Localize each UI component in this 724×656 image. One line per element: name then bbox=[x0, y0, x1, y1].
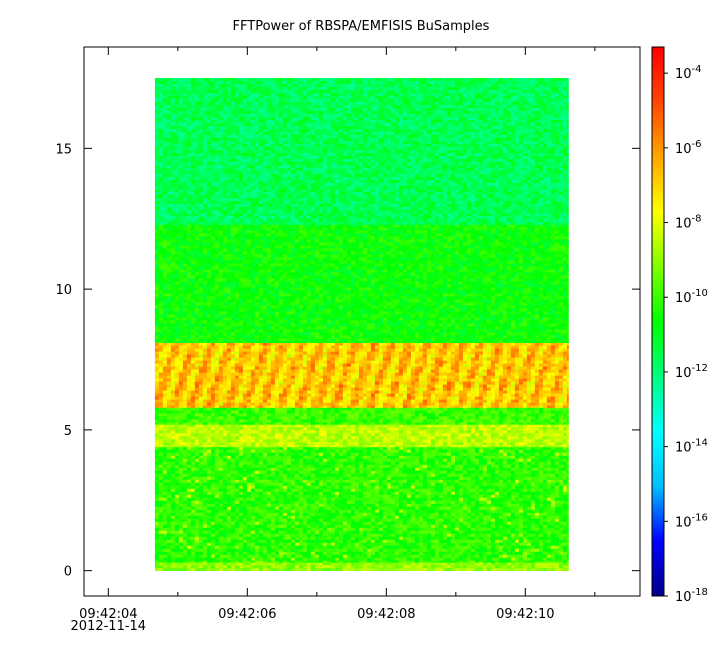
colorbar: 10-18 10-16 10-14 10-12 10-10 10-8 10-6 10-4 bbox=[651, 46, 708, 605]
colorbar-tick-label: 10-10 bbox=[675, 288, 708, 306]
x-tick-label: 09:42:10 bbox=[496, 607, 554, 622]
x-tick-label: 09:42:06 bbox=[218, 607, 276, 622]
colorbar-tick-label: 10-16 bbox=[675, 512, 708, 530]
spectrogram-band bbox=[154, 342, 569, 408]
spectrogram-band bbox=[154, 224, 569, 343]
spectrogram-band bbox=[154, 446, 569, 563]
spectrogram-band bbox=[154, 407, 569, 425]
y-tick-label: 10 bbox=[55, 283, 72, 298]
colorbar-tick-label: 10-18 bbox=[675, 587, 708, 605]
y-axis: 0 5 10 15 bbox=[55, 142, 640, 580]
colorbar-tick-label: 10-14 bbox=[675, 438, 708, 456]
spectrogram-band bbox=[154, 562, 569, 571]
y-tick-label: 15 bbox=[55, 142, 72, 157]
y-tick-label: 5 bbox=[64, 424, 72, 439]
colorbar-tick-label: 10-4 bbox=[675, 64, 702, 82]
colorbar-tick-label: 10-8 bbox=[675, 214, 702, 232]
colorbar-tick-label: 10-6 bbox=[675, 139, 702, 157]
x-tick-label: 09:42:08 bbox=[357, 607, 415, 622]
x-tick-label: 09:42:04 bbox=[79, 607, 137, 622]
colorbar-gradient bbox=[651, 46, 665, 597]
chart-title: FFTPower of RBSPA/EMFISIS BuSamples bbox=[233, 19, 490, 34]
x-tick-label: 2012-11-14 bbox=[71, 619, 147, 634]
spectrogram-band bbox=[154, 424, 569, 448]
spectrogram-band bbox=[154, 78, 569, 225]
spectrogram-layer bbox=[154, 78, 569, 571]
colorbar-tick-label: 10-12 bbox=[675, 363, 708, 381]
y-tick-label: 0 bbox=[64, 565, 72, 580]
plot-frame bbox=[83, 46, 641, 597]
